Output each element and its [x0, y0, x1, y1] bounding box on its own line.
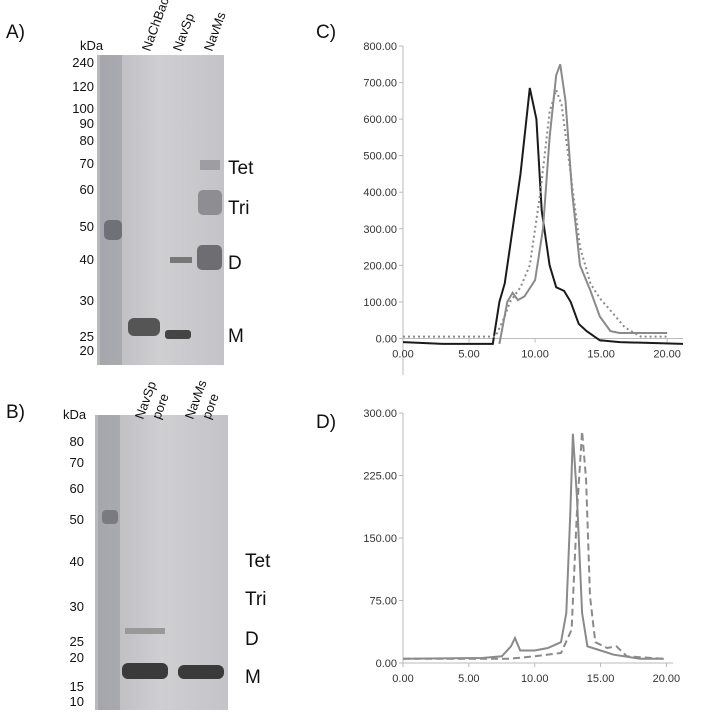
marker-label: 80 — [80, 133, 94, 148]
series-line — [403, 431, 664, 660]
y-tick-label: 300.00 — [363, 408, 397, 420]
band-label: Tet — [245, 551, 271, 572]
x-tick-label: 15.00 — [587, 348, 615, 360]
y-tick-label: 400.00 — [363, 187, 397, 199]
band-label: M — [228, 326, 244, 347]
gel-a — [97, 55, 224, 365]
y-tick-label: 0.00 — [376, 658, 397, 670]
x-tick-label: 5.00 — [458, 348, 479, 360]
x-tick-label: 10.00 — [521, 348, 549, 360]
band-label: Tri — [245, 589, 266, 610]
x-tick-label: 15.00 — [587, 673, 615, 685]
marker-label: 80 — [70, 434, 84, 449]
marker-label: 30 — [80, 293, 94, 308]
y-tick-label: 225.00 — [363, 471, 397, 483]
marker-label: 50 — [80, 219, 94, 234]
gel-unit: kDa — [80, 38, 104, 53]
marker-label: 30 — [70, 599, 84, 614]
x-tick-label: 5.00 — [458, 673, 479, 685]
marker-label: 120 — [72, 79, 94, 94]
x-tick-label: 0.00 — [392, 673, 413, 685]
band-label: M — [245, 667, 261, 688]
marker-label: 60 — [70, 481, 84, 496]
band-label: Tet — [228, 158, 254, 179]
marker-label: 40 — [70, 554, 84, 569]
x-tick-label: 0.00 — [392, 348, 413, 360]
lane-label: NaChBac — [139, 0, 172, 53]
gel-b — [95, 415, 228, 710]
series-line — [402, 433, 664, 660]
marker-label: 50 — [70, 512, 84, 527]
marker-label: 15 — [70, 679, 84, 694]
y-tick-label: 300.00 — [363, 224, 397, 236]
panel-label: A) — [6, 22, 25, 43]
band-label: Tri — [228, 198, 249, 219]
y-tick-label: 800.00 — [363, 41, 397, 53]
x-tick-label: 10.00 — [521, 673, 549, 685]
lane-label: NavMs — [201, 9, 229, 53]
marker-label: 20 — [80, 343, 94, 358]
y-tick-label: 600.00 — [363, 114, 397, 126]
band-label: D — [245, 629, 259, 650]
y-tick-label: 700.00 — [363, 78, 397, 90]
y-tick-label: 100.00 — [363, 297, 397, 309]
y-tick-label: 500.00 — [363, 151, 397, 163]
band-label: D — [228, 253, 242, 274]
marker-label: 10 — [70, 694, 84, 709]
panel-label: B) — [6, 402, 25, 423]
marker-label: 60 — [80, 182, 94, 197]
panel-label: C) — [316, 22, 336, 43]
lane-label: NavSp — [170, 11, 197, 53]
gel-unit: kDa — [63, 407, 87, 422]
panel-label: D) — [316, 412, 336, 433]
marker-label: 70 — [70, 455, 84, 470]
y-tick-label: 200.00 — [363, 260, 397, 272]
series-line — [402, 87, 684, 345]
y-tick-label: 0.00 — [376, 333, 397, 345]
marker-label: 240 — [72, 55, 94, 70]
series-line — [498, 63, 668, 345]
marker-label: 25 — [70, 634, 84, 649]
x-tick-label: 20.00 — [653, 673, 681, 685]
y-tick-label: 75.00 — [369, 596, 397, 608]
marker-label: 90 — [80, 116, 94, 131]
marker-label: 25 — [80, 329, 94, 344]
marker-label: 70 — [80, 156, 94, 171]
x-tick-label: 20.00 — [653, 348, 681, 360]
y-tick-label: 150.00 — [363, 533, 397, 545]
marker-label: 20 — [70, 650, 84, 665]
series-line — [403, 86, 668, 338]
marker-label: 100 — [72, 101, 94, 116]
marker-label: 40 — [80, 252, 94, 267]
